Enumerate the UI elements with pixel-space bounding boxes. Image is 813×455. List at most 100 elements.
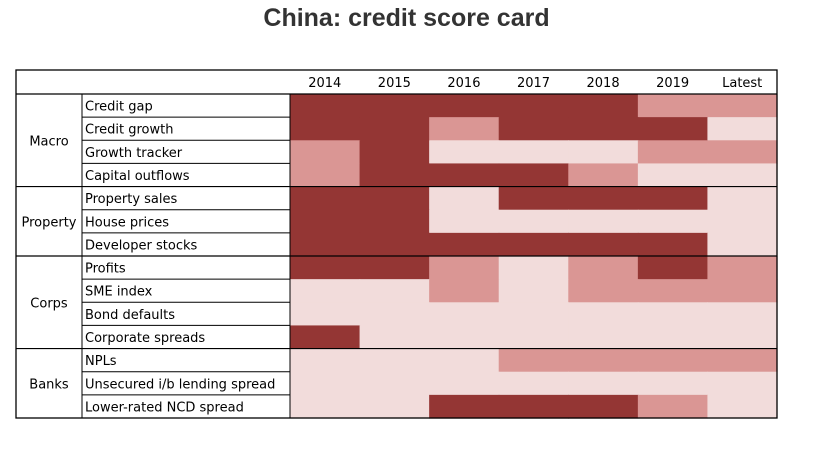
score-cell bbox=[429, 209, 500, 234]
score-cell bbox=[359, 371, 430, 396]
score-cell bbox=[637, 140, 709, 165]
score-cell bbox=[498, 140, 569, 165]
score-cell bbox=[429, 186, 500, 211]
score-cell bbox=[637, 371, 709, 396]
group-label-banks: Banks bbox=[29, 377, 69, 392]
score-cell bbox=[568, 394, 639, 419]
score-cell bbox=[290, 209, 361, 234]
score-cell bbox=[568, 256, 639, 280]
score-cell bbox=[568, 325, 639, 350]
score-cell bbox=[359, 348, 430, 373]
score-cell bbox=[568, 371, 639, 396]
score-cell bbox=[707, 209, 778, 234]
score-cell bbox=[359, 94, 430, 118]
score-cell bbox=[637, 279, 709, 303]
score-cell bbox=[707, 186, 778, 211]
score-cell bbox=[637, 302, 709, 327]
score-cell bbox=[290, 302, 361, 327]
column-header: 2014 bbox=[308, 76, 341, 91]
row-label-corporate-spreads: Corporate spreads bbox=[85, 331, 205, 346]
score-cell bbox=[707, 302, 778, 327]
score-cell bbox=[429, 256, 500, 280]
row-label-developer-stocks: Developer stocks bbox=[85, 238, 197, 253]
score-cell bbox=[359, 325, 430, 350]
score-cell bbox=[707, 232, 778, 257]
score-cell bbox=[290, 279, 361, 303]
score-cell bbox=[498, 279, 569, 303]
score-cell bbox=[498, 256, 569, 280]
group-label-property: Property bbox=[21, 215, 76, 230]
score-cell bbox=[707, 140, 778, 165]
score-cell bbox=[568, 163, 639, 188]
score-cell bbox=[290, 94, 361, 118]
score-cell bbox=[707, 279, 778, 303]
score-cell bbox=[498, 325, 569, 350]
row-label-sme-index: SME index bbox=[85, 285, 153, 300]
score-cell bbox=[498, 186, 569, 211]
score-cell bbox=[290, 256, 361, 280]
score-cell bbox=[290, 394, 361, 419]
score-cell bbox=[637, 186, 709, 211]
score-cell bbox=[429, 348, 500, 373]
group-label-macro: Macro bbox=[29, 134, 68, 149]
score-cell bbox=[290, 117, 361, 141]
score-cell bbox=[707, 371, 778, 396]
score-cell bbox=[359, 186, 430, 211]
score-cell bbox=[707, 348, 778, 373]
score-cell bbox=[568, 186, 639, 211]
row-label-growth-tracker: Growth tracker bbox=[85, 146, 183, 161]
score-cell bbox=[498, 209, 569, 234]
score-cell bbox=[290, 371, 361, 396]
group-label-corps: Corps bbox=[30, 296, 68, 311]
score-cell bbox=[498, 371, 569, 396]
row-label-bond-defaults: Bond defaults bbox=[85, 308, 175, 323]
score-cell bbox=[707, 163, 778, 188]
score-cell bbox=[568, 209, 639, 234]
score-cell bbox=[429, 232, 500, 257]
score-cell bbox=[359, 140, 430, 165]
score-cell bbox=[290, 163, 361, 188]
score-cell bbox=[359, 163, 430, 188]
score-cell bbox=[429, 302, 500, 327]
score-cell bbox=[568, 140, 639, 165]
row-label-credit-gap: Credit gap bbox=[85, 100, 153, 115]
score-cell bbox=[637, 256, 709, 280]
score-cell bbox=[359, 256, 430, 280]
score-cell bbox=[637, 94, 709, 118]
row-label-lower-rated-ncd-spread: Lower-rated NCD spread bbox=[85, 400, 244, 415]
column-header: 2018 bbox=[587, 76, 620, 91]
score-cell bbox=[637, 117, 709, 141]
score-cell bbox=[290, 186, 361, 211]
score-cell bbox=[290, 348, 361, 373]
row-label-profits: Profits bbox=[85, 262, 126, 277]
column-header: 2015 bbox=[378, 76, 411, 91]
score-cell bbox=[498, 117, 569, 141]
table-frame bbox=[15, 69, 778, 419]
score-cell bbox=[637, 348, 709, 373]
score-cell bbox=[568, 117, 639, 141]
score-cell bbox=[359, 117, 430, 141]
score-cell bbox=[429, 117, 500, 141]
score-cell bbox=[498, 232, 569, 257]
score-cell bbox=[429, 279, 500, 303]
score-cell bbox=[359, 394, 430, 419]
score-cell bbox=[707, 94, 778, 118]
score-cell bbox=[429, 394, 500, 419]
score-cell bbox=[498, 348, 569, 373]
score-cell bbox=[707, 325, 778, 350]
score-cell bbox=[290, 325, 361, 350]
score-cell bbox=[498, 302, 569, 327]
score-cell bbox=[359, 302, 430, 327]
row-label-capital-outflows: Capital outflows bbox=[85, 169, 190, 184]
chart-title: China: credit score card bbox=[263, 4, 550, 32]
row-label-property-sales: Property sales bbox=[85, 192, 177, 207]
row-label-credit-growth: Credit growth bbox=[85, 123, 173, 138]
score-cell bbox=[707, 394, 778, 419]
score-cell bbox=[637, 232, 709, 257]
score-cell bbox=[359, 209, 430, 234]
score-cell bbox=[290, 140, 361, 165]
score-cell bbox=[707, 256, 778, 280]
score-cell bbox=[498, 94, 569, 118]
row-label-house-prices: House prices bbox=[85, 215, 169, 230]
score-cell bbox=[568, 94, 639, 118]
